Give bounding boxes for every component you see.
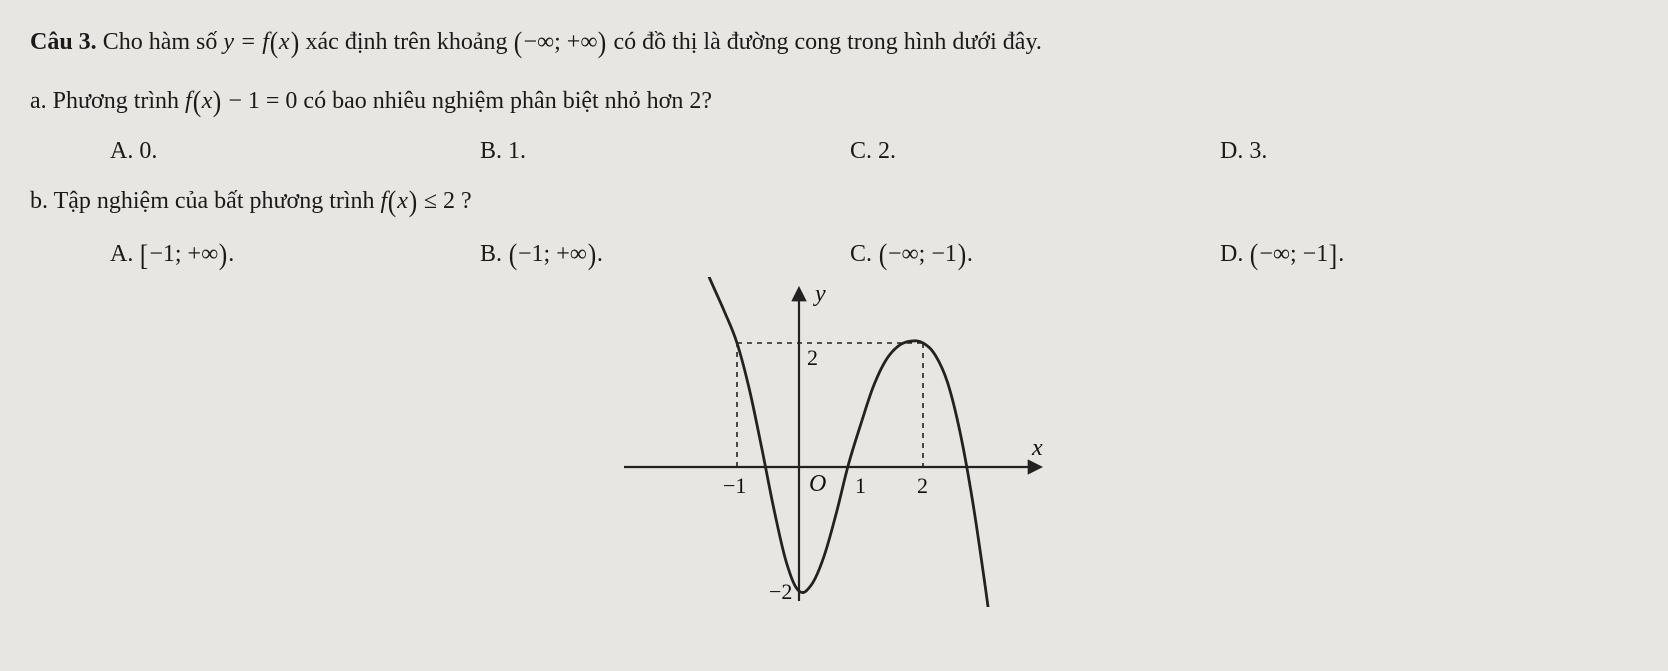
lparen-icon: (: [509, 238, 518, 272]
part-a-fx: f: [185, 88, 192, 114]
lparen-icon: (: [514, 20, 523, 65]
stem-math-lhs: y = f: [223, 29, 269, 55]
svg-text:y: y: [813, 281, 826, 307]
svg-text:−2: −2: [769, 579, 792, 604]
part-b-x: x: [397, 188, 408, 214]
option-b-D: D. (−∞; −1].: [1220, 238, 1590, 273]
rbracket-icon: ]: [1329, 239, 1338, 273]
rparen-icon: ): [598, 20, 607, 65]
rparen-icon: ): [958, 238, 967, 272]
stem-mid2: có đồ thị là đường cong trong hình dưới …: [613, 29, 1041, 55]
function-graph: y x O −1 1 2 2 −2: [30, 277, 1638, 614]
part-b-stem: b. Tập nghiệm của bất phương trình f(x) …: [30, 179, 1638, 224]
stem-math-x: x: [279, 29, 290, 55]
part-a-stem: a. Phương trình f(x) − 1 = 0 có bao nhiê…: [30, 79, 1638, 124]
part-b-pre: Tập nghiệm của bất phương trình: [54, 188, 381, 214]
question-label: Câu 3.: [30, 29, 97, 55]
option-a-B: B. 1.: [480, 138, 850, 165]
stem-interval: −∞; +∞: [523, 29, 597, 55]
option-a-D: D. 3.: [1220, 138, 1590, 165]
svg-text:−1: −1: [723, 473, 746, 498]
lparen-icon: (: [270, 20, 279, 65]
lparen-icon: (: [1250, 238, 1259, 272]
rparen-icon: ): [219, 238, 228, 272]
option-a-C: C. 2.: [850, 138, 1220, 165]
lbracket-icon: [: [140, 239, 149, 273]
rparen-icon: ): [290, 20, 299, 65]
lparen-icon: (: [879, 238, 888, 272]
part-a-pre: Phương trình: [53, 88, 185, 114]
part-b-label: b.: [30, 188, 48, 214]
svg-text:1: 1: [855, 473, 866, 498]
part-b-options: A. [−1; +∞). B. (−1; +∞). C. (−∞; −1). D…: [30, 238, 1638, 273]
svg-text:2: 2: [807, 345, 818, 370]
rparen-icon: ): [588, 238, 597, 272]
option-a-A: A. 0.: [110, 138, 480, 165]
option-b-B: B. (−1; +∞).: [480, 238, 850, 273]
rparen-icon: ): [213, 79, 222, 124]
lparen-icon: (: [388, 179, 397, 224]
option-b-A: A. [−1; +∞).: [110, 238, 480, 273]
graph-svg: y x O −1 1 2 2 −2: [614, 277, 1054, 607]
stem-mid1: xác định trên khoảng: [306, 29, 514, 55]
part-a-options: A. 0. B. 1. C. 2. D. 3.: [30, 138, 1638, 165]
part-a-tail: − 1 = 0 có bao nhiêu nghiệm phân biệt nh…: [222, 88, 712, 114]
part-b-fx: f: [381, 188, 388, 214]
part-a-x: x: [202, 88, 213, 114]
svg-text:x: x: [1031, 435, 1043, 461]
svg-text:2: 2: [917, 473, 928, 498]
part-a-label: a.: [30, 88, 47, 114]
lparen-icon: (: [192, 79, 201, 124]
option-b-C: C. (−∞; −1).: [850, 238, 1220, 273]
rparen-icon: ): [409, 179, 418, 224]
part-b-tail: ≤ 2 ?: [418, 188, 472, 214]
stem-pre: Cho hàm số: [103, 29, 224, 55]
question-stem: Câu 3. Cho hàm số y = f(x) xác định trên…: [30, 20, 1638, 65]
svg-text:O: O: [809, 471, 826, 497]
